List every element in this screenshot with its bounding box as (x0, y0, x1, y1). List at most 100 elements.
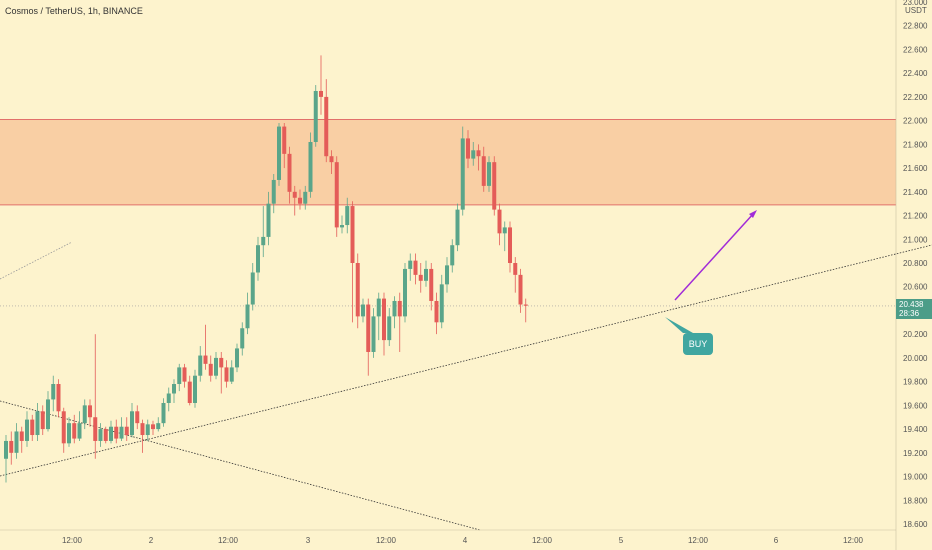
candle-body (434, 300, 439, 323)
candle-body (161, 402, 166, 424)
candle-body (487, 162, 491, 186)
candle-body (119, 426, 124, 439)
x-tick-label: 3 (306, 536, 311, 545)
candle-body (471, 150, 476, 159)
x-tick-label: 6 (774, 536, 779, 545)
y-tick-label: 21.600 (903, 164, 928, 173)
candle-body (376, 298, 381, 317)
candle-body (156, 423, 161, 430)
x-tick-label: 12:00 (218, 536, 239, 545)
candle-body (172, 384, 176, 394)
x-tick-label: 12:00 (376, 536, 397, 545)
y-tick-label: 21.200 (903, 212, 928, 221)
support-trendline (0, 244, 932, 477)
candle-body (214, 357, 218, 376)
candle-body (240, 328, 245, 349)
candle-body (403, 268, 407, 317)
candle-body (382, 298, 386, 341)
candle-body (340, 225, 344, 228)
candle-body (14, 431, 19, 453)
x-tick-label: 12:00 (688, 536, 709, 545)
candle-body (4, 440, 8, 459)
candle-body (513, 263, 518, 275)
candle-body (497, 209, 502, 234)
candle-body (187, 381, 192, 403)
candle-body (492, 162, 497, 210)
candle-body (203, 355, 208, 364)
candle-body (287, 153, 292, 192)
candle-body (140, 423, 145, 436)
candle-body (397, 300, 402, 317)
candle-body (350, 206, 355, 263)
buy-callout: BUY (683, 333, 713, 355)
candle-body (481, 156, 486, 186)
y-tick-label: 22.000 (903, 117, 928, 126)
projection-arrow-head (749, 210, 757, 218)
candle-body (98, 429, 103, 441)
candle-body (40, 411, 45, 430)
y-tick-label: 22.200 (903, 93, 928, 102)
candle-body (298, 197, 302, 204)
y-tick-label: 20.800 (903, 259, 928, 268)
candle-body (182, 367, 187, 382)
candle-body (198, 355, 203, 376)
x-tick-label: 5 (619, 536, 624, 545)
candle-body (502, 227, 507, 234)
candle-body (124, 426, 129, 436)
candle-body (387, 316, 392, 341)
candle-body (25, 419, 29, 441)
last-price-tag: 20.438 28:36 (896, 299, 932, 319)
candle-body (114, 426, 119, 439)
candle-body (93, 417, 98, 441)
candle-body (476, 150, 481, 157)
candle-body (219, 357, 224, 368)
candle-body (130, 411, 134, 436)
candle-body (193, 375, 197, 403)
x-axis: 12:00 2 12:00 3 12:00 4 12:00 5 12:00 6 12:00 (0, 529, 896, 545)
candle-body (392, 300, 397, 317)
y-tick-label: 18.600 (903, 520, 928, 529)
candle-body (245, 304, 250, 329)
y-axis-currency: USDT (905, 6, 927, 15)
x-tick-label: 2 (149, 536, 154, 545)
candle-body (345, 206, 350, 226)
candle-body (277, 126, 281, 180)
resistance-zone (0, 119, 896, 205)
candle-body (408, 260, 413, 269)
candle-body (145, 424, 150, 436)
y-tick-label: 21.000 (903, 235, 928, 244)
candle-body (103, 429, 108, 441)
candle-body (460, 138, 465, 210)
candle-body (418, 274, 423, 281)
candle-body (88, 405, 92, 418)
candle-body (355, 263, 360, 317)
candle-body (229, 367, 234, 382)
candle-body (466, 138, 470, 159)
y-tick-label: 21.800 (903, 140, 928, 149)
countdown: 28:36 (899, 309, 920, 318)
last-price-value: 20.438 (899, 300, 924, 309)
y-tick-label: 21.400 (903, 188, 928, 197)
candle-body (30, 419, 35, 436)
candle-body (166, 393, 171, 403)
candle-body (77, 423, 82, 439)
projection-arrow (674, 212, 755, 301)
candle-body (429, 268, 434, 301)
y-tick-label: 22.800 (903, 22, 928, 31)
candle-body (303, 191, 308, 204)
candle-body (313, 90, 318, 142)
candle-body (19, 431, 24, 441)
candle-body (135, 411, 140, 424)
chart-title: Cosmos / TetherUS, 1h, BINANCE (5, 6, 143, 16)
candle-body (256, 245, 260, 273)
candle-body (371, 316, 376, 352)
candle-body (324, 96, 329, 157)
candle-body (51, 384, 56, 400)
y-tick-label: 22.400 (903, 69, 928, 78)
candle-body (56, 384, 61, 412)
upper-left-trendline (0, 241, 73, 280)
candle-body (235, 348, 239, 368)
x-tick-label: 12:00 (532, 536, 553, 545)
candle-body (177, 367, 182, 385)
